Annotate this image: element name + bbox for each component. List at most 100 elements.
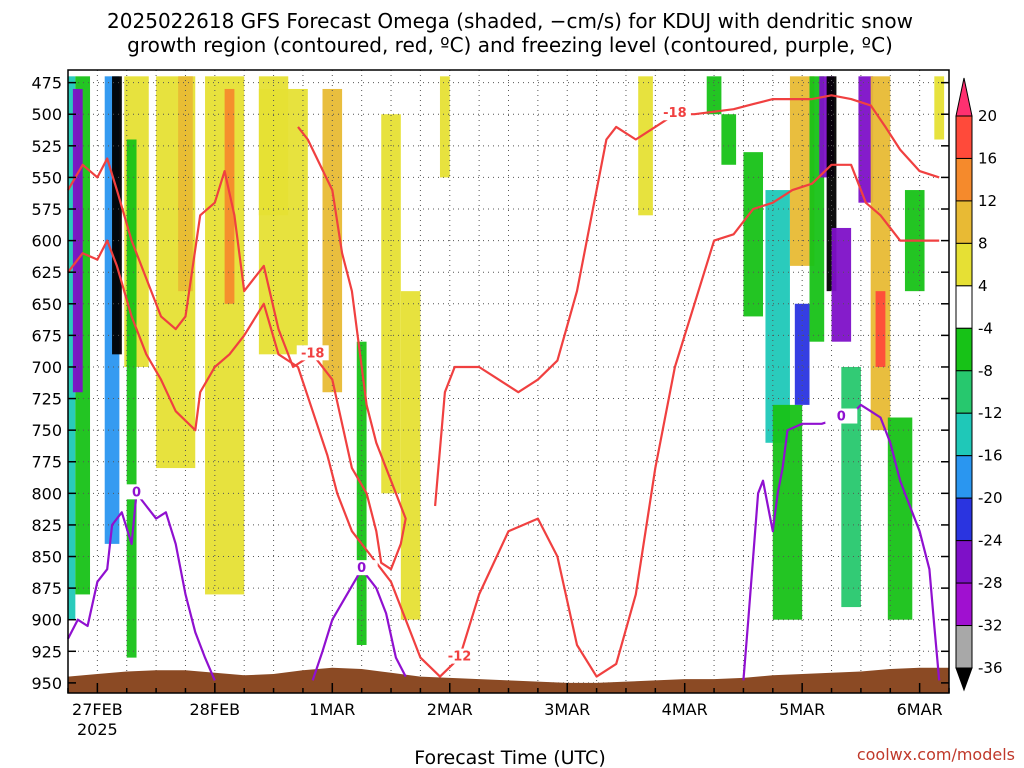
colorbar-seg-1	[955, 115, 973, 159]
colorbar-top-arrow	[955, 77, 973, 117]
omega-cell-8	[178, 76, 193, 292]
x-axis-title: Forecast Time (UTC)	[414, 747, 605, 768]
y-tick-label-575: 575	[31, 200, 62, 219]
colorbar-label-2: 12	[978, 192, 997, 210]
credit-link[interactable]: coolwx.com/models	[857, 745, 1015, 764]
y-tick-label-725: 725	[31, 390, 62, 409]
omega-cell-33	[875, 291, 886, 367]
terrain-fill	[68, 667, 949, 693]
omega-cell-0	[68, 76, 76, 620]
colorbar-label-5: -4	[978, 319, 993, 337]
colorbar-seg-7	[955, 370, 973, 414]
dgz-contour-2-label-bg	[658, 105, 691, 121]
y-tick-label-675: 675	[31, 326, 62, 345]
dgz-contour-2	[434, 94, 940, 507]
freezing-level-2-label-bg	[825, 408, 858, 424]
colorbar-label-13: -36	[978, 659, 1003, 677]
omega-cell-16	[400, 291, 421, 620]
x-tick-label-4MAR: 4MAR	[662, 700, 708, 719]
colorbar-label-3: 8	[978, 234, 988, 252]
y-tick-label-600: 600	[31, 232, 62, 251]
colorbar-seg-12	[955, 582, 973, 627]
colorbar-label-9: -20	[978, 489, 1003, 507]
y-tick-label-500: 500	[31, 105, 62, 124]
y-tick-label-875: 875	[31, 579, 62, 598]
freezing-level-1-label-bg	[345, 560, 378, 576]
colorbar-label-0: 20	[978, 107, 997, 125]
dgz-contour-0-label-bg	[296, 345, 329, 361]
dgz-contours: -18 -12 -18	[67, 94, 940, 678]
colorbar-seg-8	[955, 412, 973, 457]
y-tick-label-550: 550	[31, 168, 62, 187]
y-tick-label-700: 700	[31, 358, 62, 377]
omega-cell-25	[794, 303, 810, 405]
colorbar-seg-10	[955, 497, 973, 542]
omega-cell-23	[772, 404, 803, 620]
colorbar-seg-11	[955, 540, 973, 584]
y-tick-label-525: 525	[31, 137, 62, 156]
x-tick-label-5MAR: 5MAR	[779, 700, 825, 719]
omega-cell-12	[258, 88, 308, 355]
x-tick-sublabel-27FEB: 2025	[77, 720, 118, 739]
x-tick-label-27FEB: 27FEB	[72, 700, 123, 719]
omega-cell-4	[112, 76, 122, 355]
omega-cell-6	[126, 139, 137, 658]
freezing-level-1-label: 0	[357, 561, 366, 576]
x-tick-label-2MAR: 2MAR	[427, 700, 473, 719]
colorbar-label-6: -8	[978, 362, 993, 380]
omega-cell-31	[858, 76, 874, 203]
omega-cell-14	[356, 341, 367, 645]
colorbar-label-12: -32	[978, 617, 1003, 635]
omega-cell-36	[934, 76, 945, 140]
plot-area: -18 -12 -18 0 0 0	[67, 69, 950, 694]
colorbar-label-8: -16	[978, 447, 1003, 465]
omega-cell-21	[743, 152, 764, 317]
y-tick-label-750: 750	[31, 421, 62, 440]
colorbar-seg-6	[955, 327, 973, 372]
x-tick-label-28FEB: 28FEB	[190, 700, 241, 719]
x-tick-label-3MAR: 3MAR	[544, 700, 590, 719]
dgz-contour-0-label: -18	[301, 346, 325, 361]
freezing-level-0-label-bg	[120, 484, 153, 500]
dgz-contour-1	[67, 163, 940, 678]
colorbar-seg-4	[955, 242, 973, 287]
colorbar-label-4: 4	[978, 277, 988, 295]
y-axis: 475 500 525 550 575 600 625 650 675 700 725 750 775 8…	[31, 74, 949, 693]
colorbar: 20 16 12 8 4 -4 -8 -12 -16 -20 -24 -28 -32 -36	[955, 77, 1003, 692]
omega-shading	[68, 76, 945, 658]
freezing-level-0-label: 0	[132, 485, 141, 500]
colorbar-seg-2	[955, 157, 973, 202]
x-tick-label-6MAR: 6MAR	[897, 700, 943, 719]
omega-cell-15	[381, 114, 401, 494]
y-tick-label-850: 850	[31, 548, 62, 567]
colorbar-label-7: -12	[978, 404, 1003, 422]
terrain	[68, 667, 949, 693]
y-tick-label-625: 625	[31, 263, 62, 282]
omega-cell-22	[765, 190, 790, 443]
omega-cell-30	[841, 366, 861, 608]
colorbar-bottom-arrow	[955, 667, 973, 692]
colorbar-seg-5	[955, 285, 973, 329]
colorbar-seg-13	[955, 625, 973, 669]
y-tick-label-650: 650	[31, 295, 62, 314]
omega-cell-18	[638, 76, 653, 216]
y-tick-label-925: 925	[31, 642, 62, 661]
y-tick-label-775: 775	[31, 453, 62, 472]
colorbar-label-10: -24	[978, 532, 1003, 550]
chart-title-line1: 2025022618 GFS Forecast Omega (shaded, −…	[107, 9, 913, 33]
colorbar-seg-3	[955, 200, 973, 244]
dgz-contour-1-label-bg	[443, 648, 476, 664]
omega-cell-2	[72, 88, 83, 393]
x-tick-label-1MAR: 1MAR	[309, 700, 355, 719]
omega-cell-17	[439, 76, 450, 178]
y-tick-label-475: 475	[31, 74, 62, 93]
y-tick-label-900: 900	[31, 611, 62, 630]
omega-cell-28	[826, 76, 837, 292]
colorbar-seg-9	[955, 455, 973, 499]
y-tick-label-800: 800	[31, 484, 62, 503]
colorbar-label-1: 16	[978, 149, 997, 167]
chart-title-line2: growth region (contoured, red, ºC) and f…	[127, 33, 893, 57]
dgz-contour-2-label: -18	[663, 106, 687, 121]
